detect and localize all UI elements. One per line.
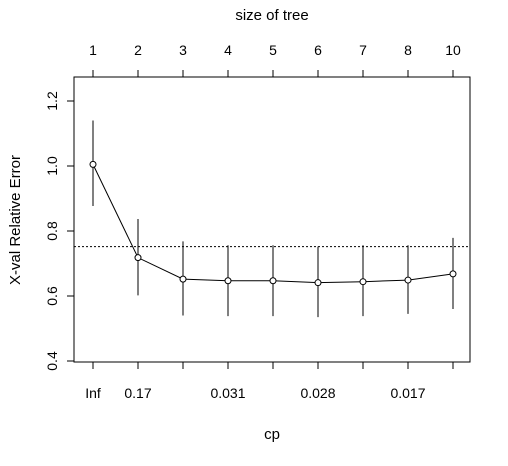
top-tick-label: 6 xyxy=(314,42,322,58)
top-tick-label: 7 xyxy=(359,42,367,58)
data-point xyxy=(404,276,412,284)
data-point xyxy=(89,160,97,168)
top-tick-label: 2 xyxy=(134,42,142,58)
top-tick-label: 5 xyxy=(269,42,277,58)
data-point xyxy=(224,277,232,285)
top-axis-title: size of tree xyxy=(235,7,308,24)
top-tick-label: 8 xyxy=(404,42,412,58)
y-tick-label: 1.2 xyxy=(44,91,60,111)
x-tick-label: 0.017 xyxy=(390,385,425,401)
data-point xyxy=(134,254,142,262)
y-tick-label: 0.4 xyxy=(44,351,60,371)
x-axis-title: cp xyxy=(264,426,280,443)
plot-frame xyxy=(73,76,471,363)
top-tick-label: 4 xyxy=(224,42,232,58)
y-axis-title: X-val Relative Error xyxy=(7,155,24,285)
data-point xyxy=(179,275,187,283)
top-tick-label: 3 xyxy=(179,42,187,58)
data-point xyxy=(449,270,457,278)
y-tick-label: 0.6 xyxy=(44,286,60,306)
top-tick-label: 1 xyxy=(89,42,97,58)
y-tick-label: 1.0 xyxy=(44,156,60,176)
x-tick-label: 0.028 xyxy=(300,385,335,401)
data-point xyxy=(314,279,322,287)
y-tick-label: 0.8 xyxy=(44,221,60,241)
data-point xyxy=(269,277,277,285)
x-tick-label: 0.031 xyxy=(210,385,245,401)
x-tick-label: 0.17 xyxy=(124,385,151,401)
x-tick-label: Inf xyxy=(85,385,101,401)
top-tick-label: 10 xyxy=(445,42,461,58)
data-point xyxy=(359,278,367,286)
